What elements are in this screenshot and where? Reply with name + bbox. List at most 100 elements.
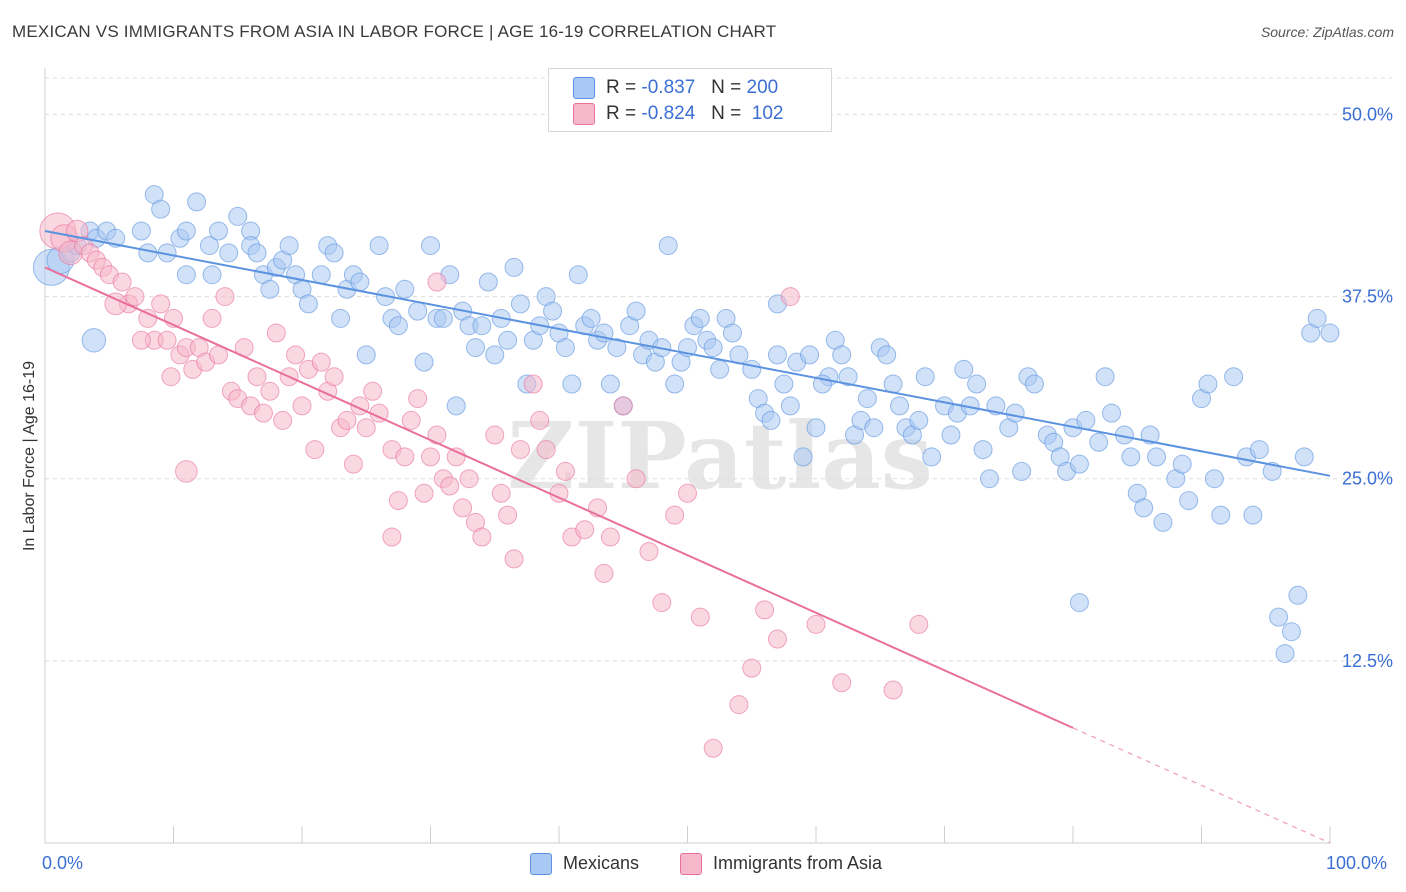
- point-asia: [202, 308, 222, 328]
- chart-title: MEXICAN VS IMMIGRANTS FROM ASIA IN LABOR…: [12, 22, 777, 41]
- point-mexicans: [1275, 644, 1295, 664]
- point-asia: [421, 447, 440, 467]
- point-mexicans: [658, 236, 678, 256]
- point-mexicans: [1005, 403, 1025, 423]
- y-tick-label: 25.0%: [1342, 469, 1393, 489]
- y-tick-label: 37.5%: [1342, 287, 1393, 307]
- point-asia: [575, 520, 595, 540]
- point-mexicans: [1147, 447, 1167, 467]
- point-mexicans: [208, 221, 228, 241]
- point-mexicans: [350, 272, 370, 292]
- point-asia: [510, 440, 530, 460]
- point-asia: [755, 600, 775, 620]
- point-mexicans: [600, 374, 620, 394]
- point-mexicans: [774, 374, 794, 394]
- legend-n-label: N =: [711, 77, 742, 98]
- point-mexicans: [199, 236, 219, 256]
- point-asia: [247, 367, 267, 387]
- point-mexicans: [864, 418, 884, 438]
- point-mexicans: [260, 279, 280, 299]
- point-asia: [665, 505, 685, 525]
- point-mexicans: [131, 221, 151, 241]
- point-mexicans: [498, 330, 518, 350]
- point-mexicans: [967, 374, 987, 394]
- point-asia: [678, 483, 697, 503]
- point-asia: [273, 410, 293, 430]
- point-mexicans: [1134, 498, 1154, 518]
- legend-n-value-asia: 102: [751, 103, 784, 124]
- point-mexicans: [504, 257, 524, 277]
- legend-r-label: R =: [606, 103, 637, 124]
- point-mexicans: [1249, 440, 1269, 460]
- point-mexicans: [607, 338, 627, 358]
- point-mexicans: [555, 338, 575, 358]
- point-mexicans: [922, 447, 942, 467]
- point-asia: [909, 614, 929, 634]
- point-mexicans: [941, 425, 961, 445]
- point-mexicans: [761, 410, 781, 430]
- point-asia: [491, 483, 511, 503]
- point-mexicans: [81, 328, 107, 353]
- point-asia: [536, 440, 556, 460]
- point-asia: [343, 454, 363, 474]
- point-mexicans: [331, 308, 351, 328]
- point-asia: [292, 396, 312, 416]
- point-asia: [639, 542, 659, 562]
- point-asia: [427, 272, 447, 292]
- point-asia: [131, 330, 151, 350]
- point-asia: [767, 629, 787, 649]
- point-mexicans: [806, 418, 826, 438]
- legend-swatch-asia: [573, 103, 595, 125]
- point-asia: [729, 695, 749, 715]
- point-mexicans: [562, 374, 582, 394]
- trendline-asia-extension: [1072, 727, 1331, 844]
- point-asia: [112, 272, 132, 292]
- point-asia: [337, 410, 357, 430]
- x-tick-label-max: 100.0%: [1326, 853, 1388, 873]
- point-mexicans: [1294, 447, 1314, 467]
- point-asia: [401, 410, 421, 430]
- point-asia: [472, 527, 492, 547]
- point-mexicans: [767, 345, 787, 365]
- point-asia: [388, 491, 408, 511]
- point-mexicans: [973, 440, 993, 460]
- point-asia: [446, 447, 466, 467]
- correlation-legend: R = -0.837 N = 200 R = -0.824 N = 102: [548, 68, 832, 132]
- point-mexicans: [1281, 622, 1301, 642]
- point-mexicans: [1089, 432, 1109, 452]
- point-asia: [626, 469, 646, 489]
- point-asia: [395, 447, 415, 467]
- point-mexicans: [722, 323, 742, 343]
- trendline-mexicans: [44, 230, 1331, 477]
- point-mexicans: [369, 236, 389, 256]
- point-mexicans: [279, 236, 299, 256]
- point-mexicans: [1121, 447, 1141, 467]
- point-asia: [161, 367, 181, 387]
- point-mexicans: [1307, 308, 1327, 328]
- point-asia: [138, 308, 158, 328]
- point-mexicans: [1198, 374, 1218, 394]
- point-asia: [883, 680, 903, 700]
- point-mexicans: [954, 359, 974, 379]
- point-mexicans: [690, 308, 710, 328]
- point-asia: [125, 287, 145, 307]
- point-asia: [504, 549, 524, 569]
- point-mexicans: [472, 316, 492, 336]
- point-mexicans: [228, 206, 248, 226]
- point-asia: [832, 673, 852, 693]
- point-mexicans: [581, 308, 601, 328]
- point-mexicans: [1320, 323, 1340, 343]
- point-asia: [408, 389, 428, 409]
- point-mexicans: [324, 243, 344, 263]
- point-mexicans: [433, 308, 453, 328]
- point-asia: [356, 418, 376, 438]
- point-mexicans: [703, 338, 723, 358]
- point-mexicans: [1204, 469, 1224, 489]
- x-tick-label-min: 0.0%: [42, 853, 84, 873]
- point-asia: [600, 527, 620, 547]
- point-mexicans: [176, 265, 196, 285]
- point-mexicans: [1243, 505, 1263, 525]
- point-asia: [652, 593, 672, 613]
- point-asia: [253, 403, 273, 423]
